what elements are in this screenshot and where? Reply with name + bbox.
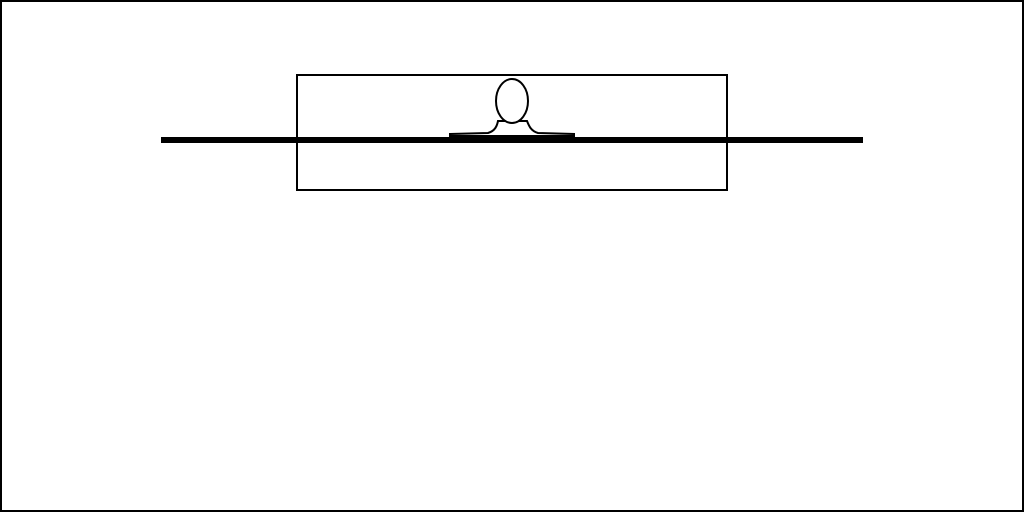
bulb-head (495, 78, 529, 124)
enclosure-box (296, 74, 728, 191)
bulb-shape (449, 78, 575, 137)
bulb-base (449, 120, 575, 137)
